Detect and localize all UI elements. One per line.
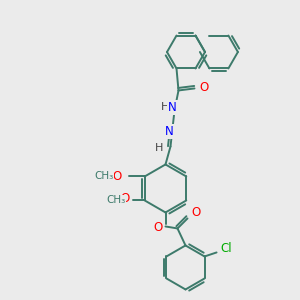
Text: Cl: Cl (221, 242, 232, 255)
Text: H: H (155, 143, 164, 154)
Text: O: O (112, 170, 121, 183)
Text: O: O (199, 81, 208, 94)
Text: CH₃: CH₃ (106, 196, 125, 206)
Text: O: O (192, 206, 201, 219)
Text: O: O (153, 221, 162, 234)
Text: H: H (161, 103, 170, 112)
Text: N: N (168, 101, 177, 114)
Text: CH₃: CH₃ (94, 172, 113, 182)
Text: O: O (120, 192, 129, 205)
Text: N: N (165, 125, 174, 138)
